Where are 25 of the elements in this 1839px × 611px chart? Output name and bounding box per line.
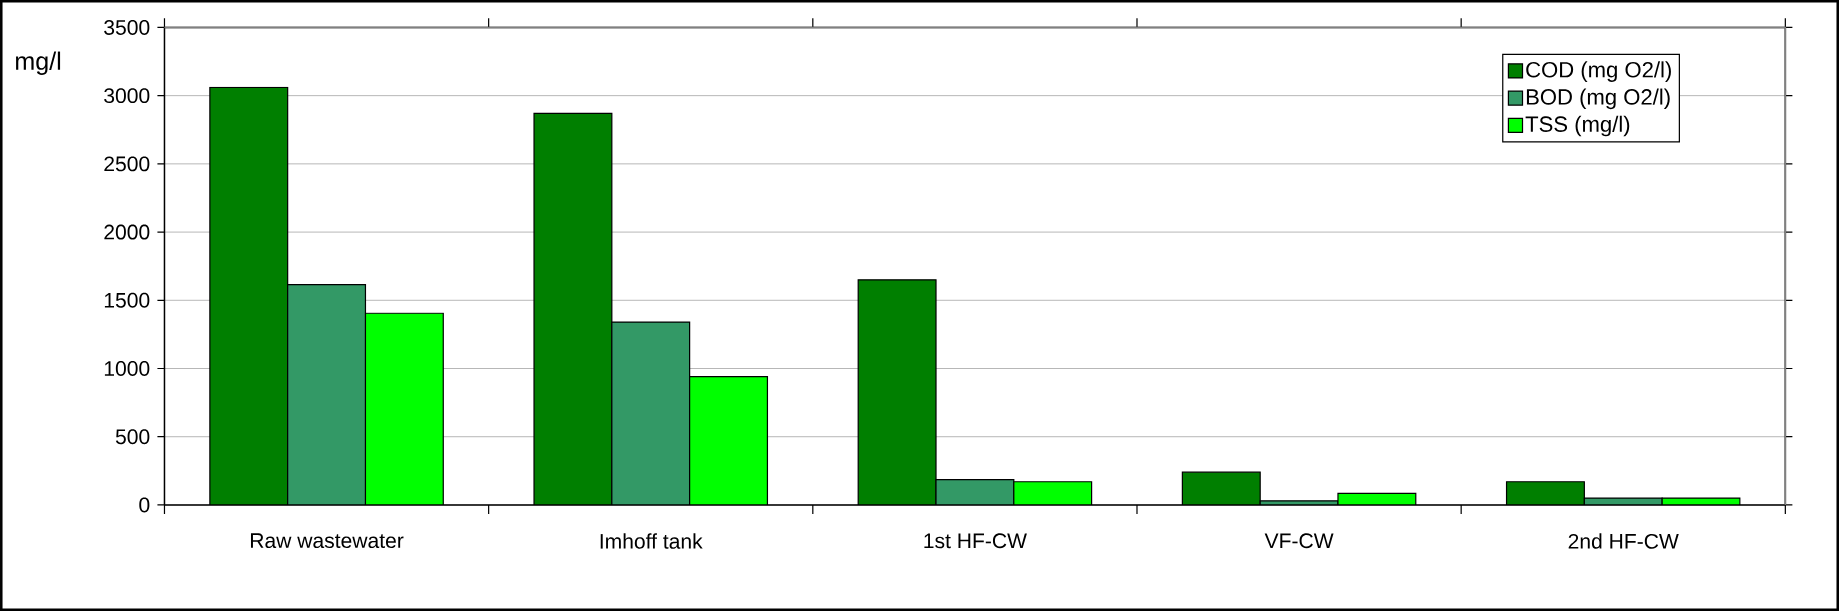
x-tick-label: 2nd HF-CW xyxy=(1568,533,1679,549)
x-tick-label: Raw wastewater xyxy=(250,533,404,549)
y-tick-label: 500 xyxy=(115,429,150,445)
bar xyxy=(209,86,289,505)
x-tick-label: 1st HF-CW xyxy=(924,533,1027,549)
bar xyxy=(857,279,937,505)
y-tick-label: 1500 xyxy=(104,292,150,308)
y-axis-title: mg/l xyxy=(16,51,61,75)
legend-label: BOD (mg O2/l) xyxy=(1526,88,1670,110)
bar xyxy=(287,284,367,505)
bar xyxy=(1505,481,1585,505)
bar xyxy=(533,112,613,505)
y-tick-label: 3000 xyxy=(104,88,150,104)
y-tick-label: 2500 xyxy=(104,156,150,172)
legend-label: TSS (mg/l) xyxy=(1525,115,1630,137)
bar xyxy=(1181,471,1261,505)
x-tick-label: Imhoff tank xyxy=(600,533,703,549)
y-tick-label: 0 xyxy=(139,497,150,513)
y-tick-label: 1000 xyxy=(104,361,150,376)
legend-label: COD (mg O2/l) xyxy=(1526,61,1671,82)
bar xyxy=(611,321,691,505)
y-tick-label: 2000 xyxy=(104,224,150,240)
y-tick-label: 3500 xyxy=(104,19,150,35)
x-tick-label: VF-CW xyxy=(1264,533,1334,549)
bar xyxy=(935,479,1015,505)
